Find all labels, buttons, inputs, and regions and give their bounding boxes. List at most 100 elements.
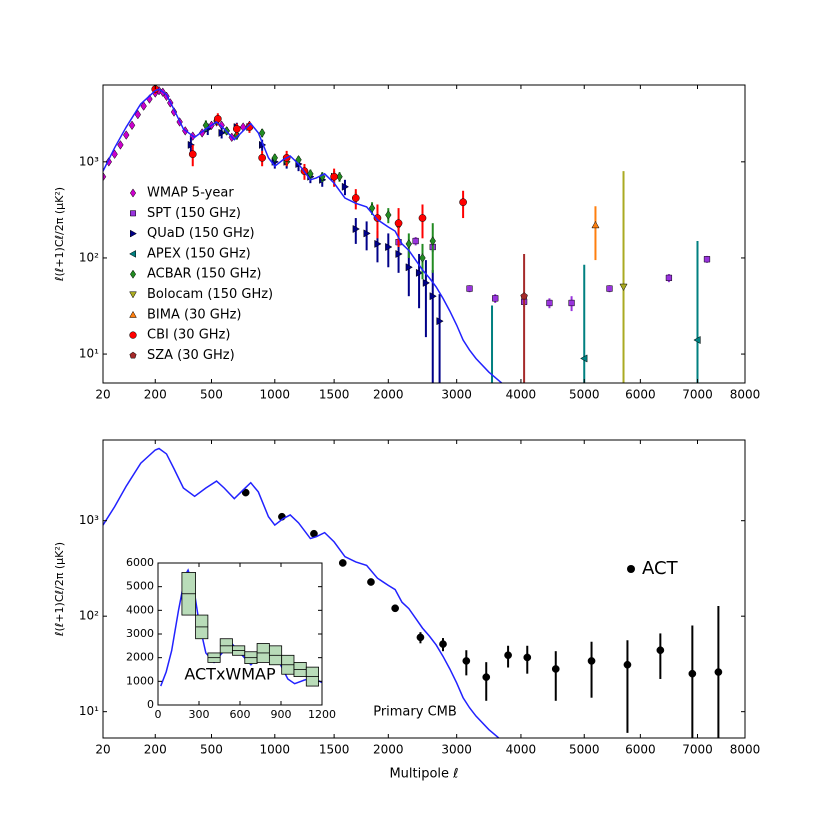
plot-marks [160, 568, 322, 687]
data-point [373, 214, 382, 222]
legend-label: ACBAR (150 GHz) [147, 267, 261, 282]
y-tick-label: 0 [147, 698, 154, 711]
axes-frame [102, 439, 746, 739]
x-axis-label: Multipole ℓ [389, 767, 458, 782]
data-point [415, 268, 424, 277]
x-tick-label: 6000 [625, 743, 656, 757]
x-tick-label: 2000 [373, 388, 404, 402]
x-tick-label: 2000 [373, 743, 404, 757]
legend-marker [129, 269, 137, 279]
y-tick-label: 4000 [126, 603, 154, 616]
data-point [385, 210, 392, 220]
data-point [623, 660, 632, 669]
legend-label: SZA (30 GHz) [147, 348, 235, 363]
x-tick-label: 600 [230, 708, 251, 721]
curve-label: Primary CMB [373, 705, 457, 720]
data-point [367, 578, 375, 586]
theory-curve [103, 88, 503, 383]
y-tick-label: 10³ [79, 513, 99, 527]
legend-marker [129, 188, 137, 198]
legend-label: CBI (30 GHz) [147, 328, 230, 343]
data-point [351, 194, 360, 202]
legend-label: Bolocam (150 GHz) [147, 287, 273, 302]
legend-marker [129, 291, 137, 299]
x-tick-label: 900 [271, 708, 292, 721]
data-point [688, 669, 697, 678]
data-point [492, 295, 499, 302]
legend-marker [129, 250, 136, 258]
data-point [656, 646, 665, 655]
data-point [523, 653, 532, 662]
data-point [459, 198, 467, 207]
data-point [665, 274, 673, 282]
data-point [591, 220, 600, 229]
legend-label: APEX (150 GHz) [147, 246, 251, 261]
data-point [580, 354, 588, 363]
y-tick-label: 5000 [126, 580, 154, 593]
x-tick-label: 4000 [506, 743, 537, 757]
data-point [363, 229, 371, 238]
y-axis-label: ℓ(ℓ+1)Cℓ/2π (μK²) [53, 187, 66, 282]
x-tick-label: 200 [144, 743, 167, 757]
theory-curve [103, 447, 500, 738]
data-point [258, 154, 266, 162]
data-point [117, 140, 124, 150]
data-point [520, 292, 528, 300]
data-point [310, 529, 318, 538]
x-tick-label: 1000 [260, 388, 291, 402]
x-tick-label: 0 [155, 708, 162, 721]
y-tick-label: 2000 [126, 651, 154, 664]
x-tick-label: 4000 [506, 388, 537, 402]
legend-marker [129, 351, 137, 359]
data-point [218, 128, 226, 137]
plot-area [103, 85, 745, 383]
x-tick-label: 3000 [441, 388, 472, 402]
data-point [307, 169, 314, 179]
data-point [128, 120, 136, 131]
x-tick-label: 3000 [441, 743, 472, 757]
data-point [352, 224, 360, 234]
y-tick-label: 10² [79, 250, 99, 264]
x-tick-label: 20 [95, 388, 110, 402]
legend-label: ACT [642, 558, 679, 579]
data-point [436, 317, 444, 326]
y-axis-label: ℓ(ℓ+1)Cℓ/2π (μK²) [53, 542, 66, 637]
axes-frame [102, 84, 746, 384]
legend-marker [129, 310, 137, 318]
legend-label: QUaD (150 GHz) [147, 226, 255, 241]
y-tick-label: 6000 [126, 556, 154, 569]
data-point [587, 657, 596, 665]
y-tick-label: 10¹ [79, 704, 99, 718]
plot-marks [103, 447, 723, 738]
data-point [546, 299, 553, 307]
data-point [188, 150, 197, 159]
data-point [405, 239, 413, 249]
legend-marker [129, 331, 137, 339]
x-tick-label: 1500 [319, 388, 350, 402]
x-tick-label: 5000 [569, 388, 600, 402]
x-tick-label: 1200 [308, 708, 336, 721]
data-point [258, 128, 266, 138]
legend-marker [130, 210, 136, 217]
data-point [466, 285, 473, 292]
x-tick-label: 200 [144, 388, 167, 402]
legend-label: SPT (150 GHz) [147, 206, 241, 221]
data-point [134, 109, 142, 120]
data-point [703, 256, 711, 263]
plot-marks [103, 85, 711, 383]
x-tick-label: 500 [200, 743, 223, 757]
x-tick-label: 8000 [730, 743, 761, 757]
x-tick-label: 8000 [730, 388, 761, 402]
data-point [504, 651, 512, 660]
y-tick-label: 1000 [126, 674, 154, 687]
data-point [187, 140, 195, 149]
data-point [385, 242, 393, 252]
data-point [170, 107, 178, 117]
legend-label: WMAP 5-year [147, 186, 234, 201]
data-point [394, 219, 403, 228]
data-point [422, 278, 431, 287]
data-point [213, 115, 222, 123]
data-point [140, 101, 147, 111]
y-tick-label: 10² [79, 609, 99, 623]
